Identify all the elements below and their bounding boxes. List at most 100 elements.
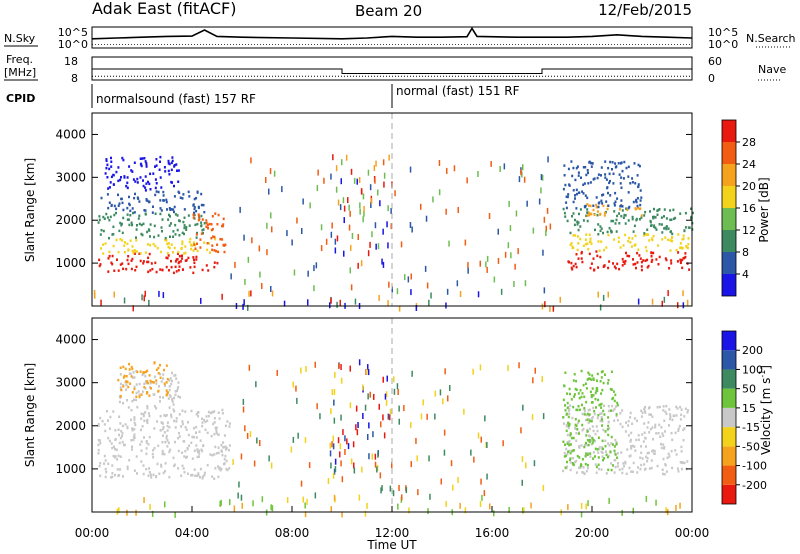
scatter-cell (566, 452, 569, 456)
scatter-cell (665, 404, 668, 408)
scatter-speck (347, 197, 349, 204)
scatter-speck (682, 290, 684, 297)
scatter-cell (137, 390, 140, 393)
scatter-cell (155, 270, 158, 274)
scatter-cell (586, 428, 589, 432)
scatter-cell (158, 168, 161, 171)
scatter-cell (614, 222, 617, 225)
scatter-cell (572, 264, 575, 268)
scatter-cell (614, 453, 617, 456)
scatter-cell (134, 180, 137, 183)
velocity-colorbar-cell (722, 484, 736, 504)
scatter-speck (266, 222, 268, 229)
scatter-cell (610, 462, 613, 465)
scatter-cell (136, 196, 139, 199)
scatter-cell (669, 413, 672, 416)
scatter-cell (139, 443, 142, 446)
scatter-cell (599, 229, 602, 233)
scatter-cell (168, 379, 171, 382)
scatter-cell (578, 466, 581, 470)
scatter-cell (149, 379, 152, 383)
scatter-speck (330, 297, 332, 304)
scatter-cell (625, 472, 628, 476)
scatter-cell (679, 260, 682, 263)
scatter-speck (242, 406, 245, 413)
scatter-speck (508, 200, 510, 207)
scatter-cell (178, 254, 181, 258)
scatter-cell (631, 177, 634, 180)
scatter-cell (604, 173, 607, 176)
scatter-cell (570, 266, 573, 270)
scatter-speck (362, 413, 364, 419)
scatter-speck (587, 500, 589, 507)
scatter-cell (586, 412, 589, 416)
scatter-speck (300, 480, 303, 487)
scatter-cell (668, 408, 671, 411)
scatter-cell (203, 241, 206, 244)
scatter-speck (479, 364, 482, 371)
scatter-speck (410, 273, 412, 280)
scatter-cell (193, 197, 196, 201)
scatter-cell (564, 409, 567, 412)
scatter-cell (592, 438, 595, 442)
scatter-cell (123, 374, 126, 378)
scatter-cell (187, 256, 190, 260)
scatter-cell (638, 254, 641, 257)
scatter-cell (115, 211, 117, 215)
scatter-cell (592, 208, 595, 212)
scatter-cell (198, 455, 200, 458)
scatter-speck (382, 159, 385, 166)
scatter-cell (135, 236, 137, 239)
scatter-cell (215, 432, 218, 435)
scatter-cell (174, 390, 177, 393)
scatter-cell (649, 210, 651, 213)
scatter-speck (485, 261, 487, 268)
scatter-cell (221, 408, 224, 412)
scatter-cell (198, 449, 200, 453)
scatter-cell (164, 440, 167, 444)
scatter-cell (628, 254, 631, 258)
scatter-speck (300, 367, 302, 374)
scatter-cell (165, 239, 168, 242)
scatter-cell (565, 201, 568, 204)
scatter-cell (139, 176, 142, 179)
scatter-cell (155, 407, 158, 410)
scatter-cell (618, 267, 621, 271)
scatter-speck (374, 453, 377, 460)
scatter-cell (159, 212, 162, 216)
scatter-cell (179, 196, 182, 199)
scatter-cell (201, 424, 204, 428)
scatter-speck (244, 278, 246, 285)
scatter-speck (517, 248, 519, 255)
scatter-cell (169, 377, 172, 380)
scatter-cell (198, 430, 201, 433)
scatter-cell (623, 160, 626, 164)
scatter-cell (605, 200, 608, 203)
scatter-cell (587, 443, 590, 447)
scatter-speck (368, 422, 370, 429)
scatter-cell (197, 473, 200, 477)
scatter-cell (181, 422, 184, 426)
scatter-cell (575, 424, 578, 427)
scatter-cell (596, 448, 599, 451)
scatter-speck (340, 414, 342, 421)
scatter-speck (463, 408, 465, 415)
scatter-cell (121, 440, 124, 444)
scatter-cell (136, 472, 138, 475)
scatter-cell (569, 468, 572, 472)
scatter-speck (525, 462, 527, 469)
scatter-cell (568, 439, 571, 443)
scatter-cell (213, 410, 216, 413)
scatter-cell (132, 371, 135, 374)
scatter-cell (643, 232, 646, 235)
scatter-cell (210, 223, 213, 226)
scatter-cell (100, 228, 103, 232)
scatter-cell (589, 435, 592, 438)
scatter-cell (662, 472, 664, 476)
nsky-series-line (91, 26, 693, 40)
scatter-cell (640, 451, 643, 455)
scatter-cell (166, 252, 169, 255)
scatter-cell (228, 444, 231, 447)
scatter-speck (296, 397, 298, 404)
